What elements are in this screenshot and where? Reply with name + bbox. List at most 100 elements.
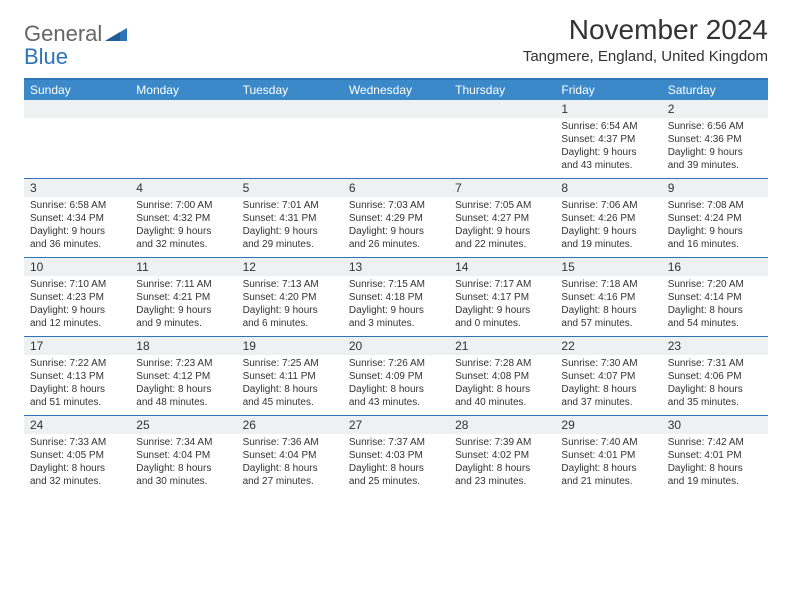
daylight-text: Daylight: 8 hours [455,462,549,475]
sunset-text: Sunset: 4:11 PM [243,370,337,383]
day-cell: Sunrise: 7:06 AMSunset: 4:26 PMDaylight:… [555,197,661,257]
sunrise-text: Sunrise: 7:23 AM [136,357,230,370]
daylight-text: and 25 minutes. [349,475,443,488]
daylight-text: Daylight: 8 hours [668,304,762,317]
daylight-text: and 27 minutes. [243,475,337,488]
day-number: 25 [130,416,236,434]
brand-word-2: Blue [24,44,68,69]
day-number: 1 [555,100,661,118]
daylight-text: and 21 minutes. [561,475,655,488]
sunrise-text: Sunrise: 7:18 AM [561,278,655,291]
sunrise-text: Sunrise: 7:36 AM [243,436,337,449]
day-cell: Sunrise: 7:37 AMSunset: 4:03 PMDaylight:… [343,434,449,494]
day-number: 2 [662,100,768,118]
day-number-row: 17181920212223 [24,336,768,355]
daylight-text: Daylight: 8 hours [561,304,655,317]
daylight-text: and 40 minutes. [455,396,549,409]
daylight-text: and 22 minutes. [455,238,549,251]
sunset-text: Sunset: 4:23 PM [30,291,124,304]
day-cell: Sunrise: 7:17 AMSunset: 4:17 PMDaylight:… [449,276,555,336]
daylight-text: Daylight: 8 hours [30,462,124,475]
sunrise-text: Sunrise: 7:39 AM [455,436,549,449]
day-number: 9 [662,179,768,197]
sunrise-text: Sunrise: 7:37 AM [349,436,443,449]
sunrise-text: Sunrise: 7:00 AM [136,199,230,212]
daylight-text: Daylight: 9 hours [561,146,655,159]
day-number [24,100,130,118]
daylight-text: and 57 minutes. [561,317,655,330]
day-number: 15 [555,258,661,276]
daylight-text: Daylight: 9 hours [30,304,124,317]
sunset-text: Sunset: 4:01 PM [561,449,655,462]
day-number: 4 [130,179,236,197]
daylight-text: Daylight: 8 hours [668,462,762,475]
day-cell: Sunrise: 7:33 AMSunset: 4:05 PMDaylight:… [24,434,130,494]
sunset-text: Sunset: 4:09 PM [349,370,443,383]
daylight-text: and 51 minutes. [30,396,124,409]
day-cell: Sunrise: 7:25 AMSunset: 4:11 PMDaylight:… [237,355,343,415]
weekday-header: Sunday [24,80,130,100]
sunset-text: Sunset: 4:02 PM [455,449,549,462]
sunset-text: Sunset: 4:31 PM [243,212,337,225]
sunrise-text: Sunrise: 7:11 AM [136,278,230,291]
sunrise-text: Sunrise: 6:54 AM [561,120,655,133]
day-number: 22 [555,337,661,355]
daylight-text: and 12 minutes. [30,317,124,330]
day-number: 3 [24,179,130,197]
sunset-text: Sunset: 4:05 PM [30,449,124,462]
day-cell: Sunrise: 7:18 AMSunset: 4:16 PMDaylight:… [555,276,661,336]
day-cell: Sunrise: 7:34 AMSunset: 4:04 PMDaylight:… [130,434,236,494]
sunrise-text: Sunrise: 7:06 AM [561,199,655,212]
day-number [237,100,343,118]
weekday-header: Monday [130,80,236,100]
daylight-text: and 39 minutes. [668,159,762,172]
day-number: 17 [24,337,130,355]
sunset-text: Sunset: 4:20 PM [243,291,337,304]
daylight-text: and 16 minutes. [668,238,762,251]
daylight-text: and 54 minutes. [668,317,762,330]
weekday-header: Friday [555,80,661,100]
day-number-row: 12 [24,100,768,118]
day-number: 24 [24,416,130,434]
day-number: 28 [449,416,555,434]
sunrise-text: Sunrise: 7:03 AM [349,199,443,212]
daylight-text: and 6 minutes. [243,317,337,330]
calendar-page: General Blue November 2024 Tangmere, Eng… [0,0,792,504]
sunset-text: Sunset: 4:13 PM [30,370,124,383]
sunset-text: Sunset: 4:04 PM [136,449,230,462]
day-cell: Sunrise: 7:26 AMSunset: 4:09 PMDaylight:… [343,355,449,415]
sunrise-text: Sunrise: 7:15 AM [349,278,443,291]
weeks-container: 12Sunrise: 6:54 AMSunset: 4:37 PMDayligh… [24,100,768,494]
sunset-text: Sunset: 4:37 PM [561,133,655,146]
day-cell [343,118,449,178]
day-cell: Sunrise: 7:30 AMSunset: 4:07 PMDaylight:… [555,355,661,415]
sunset-text: Sunset: 4:27 PM [455,212,549,225]
day-number: 19 [237,337,343,355]
sunset-text: Sunset: 4:29 PM [349,212,443,225]
sunset-text: Sunset: 4:14 PM [668,291,762,304]
day-number: 18 [130,337,236,355]
title-block: November 2024 Tangmere, England, United … [523,14,768,65]
sunrise-text: Sunrise: 7:10 AM [30,278,124,291]
day-cell: Sunrise: 7:31 AMSunset: 4:06 PMDaylight:… [662,355,768,415]
day-cell [237,118,343,178]
daylight-text: and 0 minutes. [455,317,549,330]
sunrise-text: Sunrise: 7:33 AM [30,436,124,449]
day-cell: Sunrise: 7:10 AMSunset: 4:23 PMDaylight:… [24,276,130,336]
sunset-text: Sunset: 4:01 PM [668,449,762,462]
day-info-row: Sunrise: 7:10 AMSunset: 4:23 PMDaylight:… [24,276,768,336]
daylight-text: and 26 minutes. [349,238,443,251]
daylight-text: Daylight: 9 hours [136,304,230,317]
daylight-text: Daylight: 9 hours [30,225,124,238]
day-number: 10 [24,258,130,276]
sunset-text: Sunset: 4:03 PM [349,449,443,462]
daylight-text: Daylight: 8 hours [349,383,443,396]
day-cell: Sunrise: 6:54 AMSunset: 4:37 PMDaylight:… [555,118,661,178]
sunset-text: Sunset: 4:06 PM [668,370,762,383]
day-cell: Sunrise: 6:56 AMSunset: 4:36 PMDaylight:… [662,118,768,178]
daylight-text: and 45 minutes. [243,396,337,409]
daylight-text: and 19 minutes. [561,238,655,251]
location-text: Tangmere, England, United Kingdom [523,48,768,65]
weekday-header: Wednesday [343,80,449,100]
daylight-text: Daylight: 8 hours [349,462,443,475]
